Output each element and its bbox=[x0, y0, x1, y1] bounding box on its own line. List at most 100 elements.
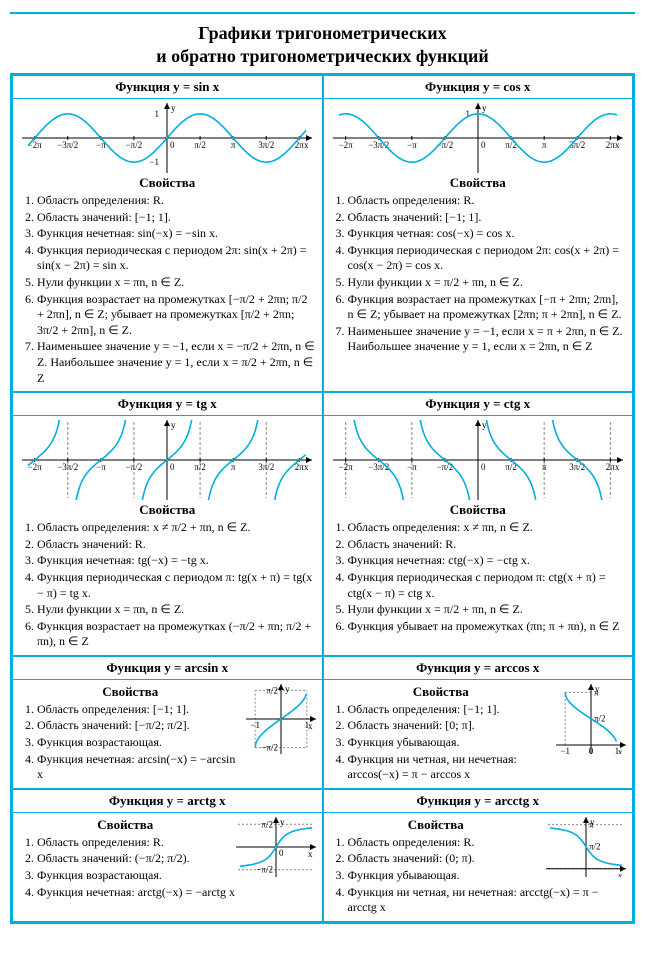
svg-text:0: 0 bbox=[170, 462, 175, 472]
svg-text:−3π/2: −3π/2 bbox=[368, 140, 389, 150]
prop-item: Функция нечетная: arcsin(−x) = −arcsin x bbox=[37, 752, 316, 783]
graph-arccot: xyππ/2 bbox=[546, 817, 626, 877]
sub-cot: Свойства bbox=[330, 502, 627, 518]
svg-text:π/2: π/2 bbox=[195, 140, 207, 150]
prop-item: Наименьшее значение y = −1, если x = −π/… bbox=[37, 339, 316, 386]
svg-text:−π/2: −π/2 bbox=[126, 462, 143, 472]
svg-text:x: x bbox=[304, 140, 309, 150]
head-arctan: Функция y = arctg x bbox=[13, 790, 322, 813]
svg-text:0: 0 bbox=[279, 848, 284, 858]
svg-text:3π/2: 3π/2 bbox=[258, 140, 274, 150]
title-line-1: Графики тригонометрических bbox=[10, 22, 635, 45]
prop-item: Наименьшее значение y = −1, если x = π +… bbox=[348, 324, 627, 355]
svg-text:0: 0 bbox=[481, 140, 486, 150]
graph-arctan: x y π/2 −π/2 0 bbox=[236, 817, 316, 877]
props-tan: Область определения: x ≠ π/2 + πn, n ∈ Z… bbox=[19, 520, 316, 650]
svg-text:−2π: −2π bbox=[338, 140, 353, 150]
svg-text:π/2: π/2 bbox=[266, 685, 278, 695]
graph-cot: xy−2π−3π/2−π−π/2π/2π3π/22π0 bbox=[333, 420, 623, 500]
svg-text:3π/2: 3π/2 bbox=[569, 462, 585, 472]
svg-text:2π: 2π bbox=[606, 140, 616, 150]
prop-item: Область значений: R. bbox=[348, 537, 627, 553]
head-cos: Функция y = cos x bbox=[324, 76, 633, 99]
svg-text:π: π bbox=[594, 687, 599, 697]
prop-item: Функция ни четная, ни нечетная: arcctg(−… bbox=[348, 885, 627, 916]
svg-text:−π: −π bbox=[407, 140, 417, 150]
svg-text:π/2: π/2 bbox=[261, 819, 273, 829]
svg-text:y: y bbox=[171, 420, 176, 430]
svg-text:1: 1 bbox=[304, 720, 309, 730]
svg-text:−π/2: −π/2 bbox=[256, 865, 273, 875]
sub-tan: Свойства bbox=[19, 502, 316, 518]
head-sin: Функция y = sin x bbox=[13, 76, 322, 99]
prop-item: Нули функции x = πn, n ∈ Z. bbox=[37, 602, 316, 618]
cell-arctan: Функция y = arctg x xyπ/2−π/20 Свойства … bbox=[12, 789, 323, 922]
head-arccot: Функция y = arcctg x bbox=[324, 790, 633, 813]
title-line-2: и обратно тригонометрических функций bbox=[10, 45, 635, 68]
svg-text:y: y bbox=[280, 817, 285, 827]
svg-text:1: 1 bbox=[155, 109, 160, 119]
prop-item: Функция периодическая с периодом 2π: sin… bbox=[37, 243, 316, 274]
prop-item: Функция убывает на промежутках (πn; π + … bbox=[348, 619, 627, 635]
svg-text:π: π bbox=[542, 140, 547, 150]
prop-item: Функция периодическая с периодом π: tg(x… bbox=[37, 570, 316, 601]
head-arcsin: Функция y = arcsin x bbox=[13, 657, 322, 680]
prop-item: Функция возрастает на промежутках [−π + … bbox=[348, 292, 627, 323]
prop-item: Функция периодическая с периодом π: ctg(… bbox=[348, 570, 627, 601]
graph-cos: xy−2π−3π/2−π−π/2π/2π3π/22π01 bbox=[333, 103, 623, 173]
svg-text:0: 0 bbox=[170, 140, 175, 150]
prop-item: Область значений: [−1; 1]. bbox=[37, 210, 316, 226]
prop-item: Функция периодическая с периодом 2π: cos… bbox=[348, 243, 627, 274]
sub-cos: Свойства bbox=[330, 175, 627, 191]
svg-text:π: π bbox=[542, 462, 547, 472]
graph-arcsin: xyπ/2−π/2−11 bbox=[246, 684, 316, 754]
svg-text:x: x bbox=[615, 140, 620, 150]
head-tan: Функция y = tg x bbox=[13, 393, 322, 416]
prop-item: Область определения: R. bbox=[37, 193, 316, 209]
svg-text:1: 1 bbox=[615, 746, 620, 754]
svg-text:y: y bbox=[171, 103, 176, 113]
prop-item: Функция четная: cos(−x) = cos x. bbox=[348, 226, 627, 242]
svg-text:−π/2: −π/2 bbox=[126, 140, 143, 150]
svg-text:y: y bbox=[285, 684, 290, 694]
prop-item: Нули функции x = π/2 + πn, n ∈ Z. bbox=[348, 275, 627, 291]
svg-text:π/2: π/2 bbox=[594, 714, 606, 724]
svg-text:π: π bbox=[231, 140, 236, 150]
prop-item: Область значений: [−1; 1]. bbox=[348, 210, 627, 226]
svg-text:x: x bbox=[308, 849, 313, 859]
prop-item: Функция нечетная: tg(−x) = −tg x. bbox=[37, 553, 316, 569]
cell-cot: Функция y = ctg x xy−2π−3π/2−π−π/2π/2π3π… bbox=[323, 392, 634, 656]
props-cot: Область определения: x ≠ πn, n ∈ Z.Облас… bbox=[330, 520, 627, 634]
svg-text:−1: −1 bbox=[560, 746, 570, 754]
cell-sin: Функция y = sin x xy−2π−3π/2−π−π/2π/2π3π… bbox=[12, 75, 323, 392]
svg-text:−π/2: −π/2 bbox=[436, 462, 453, 472]
sub-sin: Свойства bbox=[19, 175, 316, 191]
prop-item: Область определения: R. bbox=[348, 193, 627, 209]
props-cos: Область определения: R.Область значений:… bbox=[330, 193, 627, 355]
prop-item: Область значений: R. bbox=[37, 537, 316, 553]
cell-cos: Функция y = cos x xy−2π−3π/2−π−π/2π/2π3π… bbox=[323, 75, 634, 392]
cell-arcsin: Функция y = arcsin x xyπ/2−π/2−11 Свойст… bbox=[12, 656, 323, 789]
svg-text:π/2: π/2 bbox=[589, 842, 601, 852]
svg-text:3π/2: 3π/2 bbox=[258, 462, 274, 472]
cell-arccot: Функция y = arcctg x xyππ/2 Свойства Обл… bbox=[323, 789, 634, 922]
svg-text:−2π: −2π bbox=[28, 140, 43, 150]
graph-tan: xy−2π−3π/2−π−π/2π/2π3π/22π0 bbox=[22, 420, 312, 500]
svg-text:−π: −π bbox=[407, 462, 417, 472]
svg-text:−2π: −2π bbox=[338, 462, 353, 472]
props-sin: Область определения: R.Область значений:… bbox=[19, 193, 316, 386]
svg-text:x: x bbox=[304, 462, 309, 472]
svg-text:x: x bbox=[618, 871, 623, 877]
prop-item: Функция возрастает на промежутках (−π/2 … bbox=[37, 619, 316, 650]
svg-text:−3π/2: −3π/2 bbox=[57, 140, 78, 150]
cell-arccos: Функция y = arccos x xyππ/2−101 Свойства… bbox=[323, 656, 634, 789]
svg-text:π/2: π/2 bbox=[195, 462, 207, 472]
svg-text:π: π bbox=[589, 819, 594, 829]
page: Графики тригонометрических и обратно три… bbox=[0, 0, 645, 932]
grid: Функция y = sin x x y −2π −3π/2 −π −π/2 π/2 π 3π… bbox=[10, 73, 635, 924]
graph-sin: xy−2π−3π/2−π−π/2π/2π3π/22π01−1 bbox=[22, 103, 312, 173]
prop-item: Нули функции x = π/2 + πn, n ∈ Z. bbox=[348, 602, 627, 618]
top-rule bbox=[10, 12, 635, 14]
head-arccos: Функция y = arccos x bbox=[324, 657, 633, 680]
svg-text:0: 0 bbox=[481, 462, 486, 472]
